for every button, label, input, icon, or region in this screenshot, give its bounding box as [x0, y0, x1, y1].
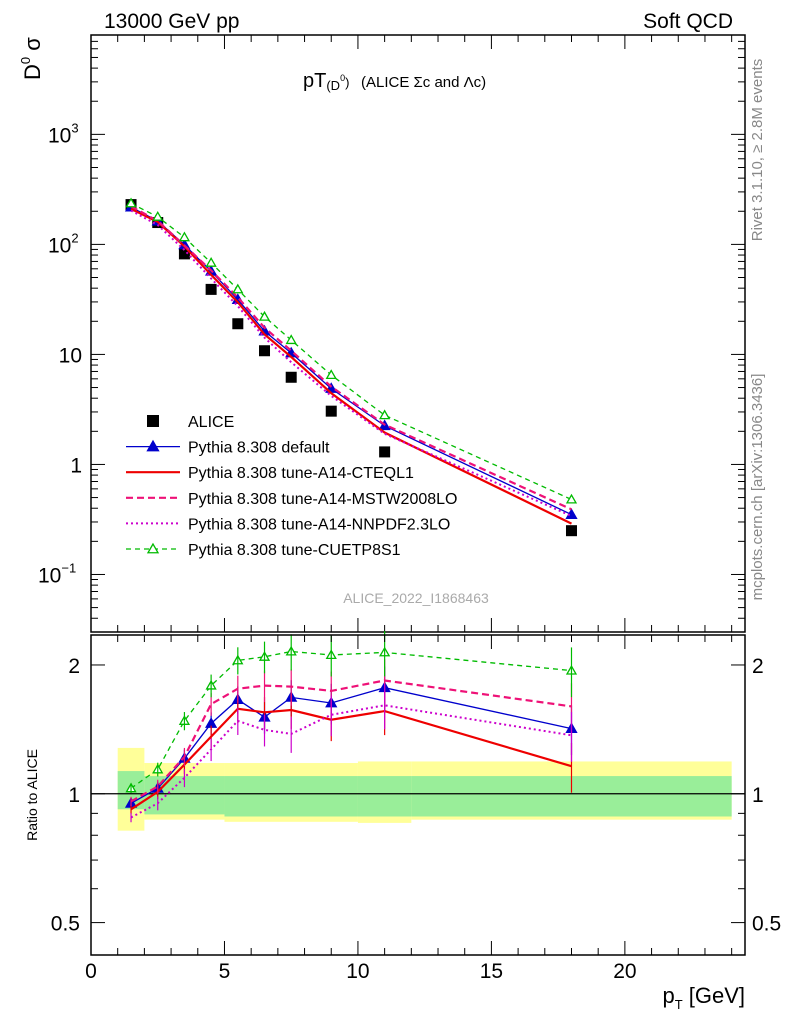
main-alice-point-5 [259, 345, 271, 357]
x-tick-label-0: 0 [85, 960, 97, 983]
main-marker-pythia-8-308-tune-cuetp8s1-4 [232, 283, 244, 294]
legend-label-pythia-8-308-tune-cuetp8s1: Pythia 8.308 tune-CUETP8S1 [188, 542, 401, 559]
main-marker-pythia-8-308-default-9 [565, 508, 578, 520]
mcplots-label: mcplots.cern.ch [arXiv:1306.3436] [749, 374, 766, 601]
main-marker-pythia-8-308-tune-cuetp8s1-8 [379, 409, 391, 420]
main-marker-pythia-8-308-tune-cuetp8s1-1 [152, 211, 164, 221]
ratio-y-tick-label-right-2: 0.5 [752, 913, 781, 936]
rivet-version-label: Rivet 3.1.10, ≥ 2.8M events [749, 59, 766, 242]
x-tick-label-20: 20 [613, 960, 636, 983]
ratio-line-pythia-8-308-tune-a14-mstw2008lo [130, 679, 572, 803]
y-tick-label-10: 10 [59, 344, 82, 367]
y-tick-label-1e3-base: 10 [48, 124, 71, 147]
main-line-pythia-8-308-tune-a14-nnpdf2-3lo [130, 209, 572, 517]
main-marker-pythia-8-308-tune-cuetp8s1-9 [565, 493, 578, 504]
ratio-y-tick-label-left-0: 2 [68, 655, 80, 678]
ratio-y-tick-label-left-1: 1 [68, 784, 80, 807]
ratio-y-label: Ratio to ALICE [24, 749, 40, 841]
main-alice-point-6 [285, 371, 297, 383]
main-alice-point-8 [379, 446, 391, 458]
ratio-line-pythia-8-308-default [130, 687, 572, 804]
x-tick-label-10: 10 [346, 960, 369, 983]
y-tick-label-1e-1-base: 10 [38, 564, 61, 587]
legend-label-pythia-8-308-tune-a14-cteql1: Pythia 8.308 tune-A14-CTEQL1 [188, 465, 414, 482]
ratio-band-green-2 [224, 776, 358, 817]
ylabel-main: D [20, 64, 45, 80]
xlabel-main: p [662, 983, 674, 1008]
main-marker-pythia-8-308-tune-cuetp8s1-2 [178, 231, 191, 242]
title-sub-close: ) [345, 75, 349, 90]
main-alice-point-9 [565, 525, 577, 537]
y-tick-label-1e2-exp: 2 [71, 230, 78, 245]
analysis-watermark: ALICE_2022_I1868463 [343, 590, 489, 606]
y-tick-label-1e2-base: 10 [48, 234, 71, 257]
header-category-label: Soft QCD [643, 10, 733, 33]
xlabel-rest: [GeV] [683, 983, 745, 1008]
main-plot-title: pT(D0) (ALICE Σc and Λc) [303, 70, 486, 93]
main-marker-pythia-8-308-tune-cuetp8s1-6 [285, 334, 297, 345]
ratio-axes: 2 2 1 1 0.5 0.5 0 5 10 15 20 [51, 635, 781, 983]
y-tick-label-1e2: 102 [48, 230, 79, 257]
main-marker-pythia-8-308-tune-cuetp8s1-5 [258, 310, 271, 321]
ratio-y-tick-label-left-2: 0.5 [51, 913, 80, 936]
ratio-band-green-3 [357, 776, 412, 817]
title-rest: (ALICE Σc and Λc) [361, 74, 486, 91]
ratio-panel [91, 631, 745, 831]
legend-label-pythia-8-308-default: Pythia 8.308 default [188, 440, 330, 457]
y-tick-label-1e3: 103 [48, 120, 79, 147]
main-marker-pythia-8-308-tune-cuetp8s1-3 [205, 257, 217, 267]
ratio-line-pythia-8-308-tune-a14-cteql1 [130, 707, 572, 811]
legend: ALICE Pythia 8.308 default Pythia 8.308 tu… [126, 414, 457, 559]
ylabel-sup: 0 [18, 57, 33, 64]
x-tick-label-15: 15 [480, 960, 503, 983]
ratio-panel-frame [90, 634, 746, 956]
y-tick-label-1: 1 [70, 454, 82, 477]
main-alice-point-4 [232, 318, 244, 330]
ratio-y-tick-label-right-0: 2 [752, 655, 764, 678]
legend-label-alice: ALICE [188, 414, 234, 431]
y-tick-label-1e-1: 10−1 [38, 560, 76, 587]
ratio-y-tick-label-right-1: 1 [752, 784, 764, 807]
x-axis-label: pT [GeV] [662, 983, 745, 1012]
main-alice-point-7 [325, 405, 337, 417]
legend-marker-pythia-8-308-tune-cuetp8s1 [146, 542, 160, 554]
main-panel-frame [90, 34, 746, 633]
title-sup: 0 [340, 73, 345, 83]
main-marker-pythia-8-308-tune-cuetp8s1-7 [325, 369, 337, 380]
main-y-label: D0 σ [18, 37, 45, 80]
legend-marker-alice [147, 415, 159, 427]
title-main: pT [303, 70, 326, 92]
y-tick-label-1e-1-exp: −1 [61, 560, 76, 575]
legend-label-pythia-8-308-tune-a14-mstw2008lo: Pythia 8.308 tune-A14-MSTW2008LO [188, 491, 457, 508]
ylabel-sigma: σ [20, 37, 45, 57]
main-line-pythia-8-308-tune-a14-mstw2008lo [130, 205, 572, 511]
ratio-line-pythia-8-308-tune-cuetp8s1 [130, 650, 572, 789]
ratio-line-pythia-8-308-tune-a14-nnpdf2-3lo [130, 704, 572, 819]
main-panel [124, 197, 578, 537]
main-marker-pythia-8-308-tune-cuetp8s1-0 [125, 197, 137, 208]
x-tick-label-5: 5 [219, 960, 231, 983]
main-line-pythia-8-308-tune-cuetp8s1 [130, 202, 572, 501]
main-alice-point-2 [178, 248, 190, 260]
header-energy-label: 13000 GeV pp [104, 10, 239, 33]
legend-label-pythia-8-308-tune-a14-nnpdf2-3lo: Pythia 8.308 tune-A14-NNPDF2.3LO [188, 516, 450, 533]
y-tick-label-1e3-exp: 3 [71, 120, 78, 135]
legend-marker-pythia-8-308-default [146, 439, 160, 452]
title-sub-open: (D [326, 78, 340, 93]
xlabel-sub: T [675, 997, 683, 1012]
main-alice-point-3 [205, 283, 217, 295]
